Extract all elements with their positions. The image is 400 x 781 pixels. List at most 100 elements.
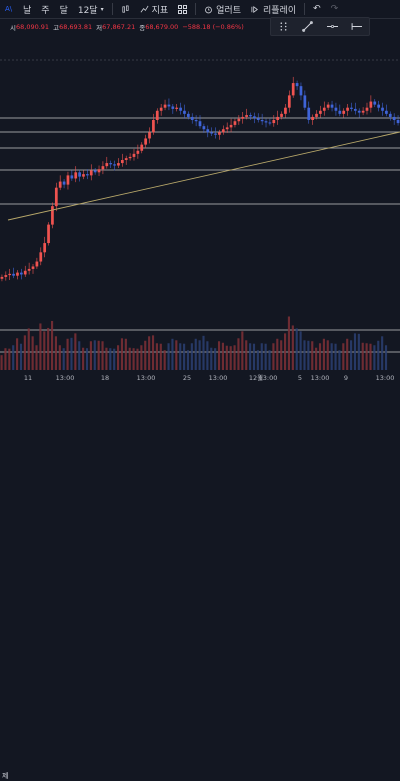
candle-body — [237, 118, 241, 122]
open-value: 68,090.91 — [15, 23, 50, 31]
candle-body — [16, 272, 19, 276]
volume-bar — [12, 345, 15, 370]
volume-bar — [148, 336, 151, 370]
undo-button[interactable]: ↶ — [308, 0, 326, 18]
volume-bar — [357, 333, 360, 370]
volume-bar — [210, 347, 213, 370]
volume-bar — [315, 347, 318, 370]
x-axis-label: 25 — [183, 374, 191, 382]
volume-bar — [299, 331, 302, 370]
volume-bar — [260, 343, 263, 370]
alarm-clock-icon — [205, 6, 213, 13]
candle-body — [171, 106, 175, 109]
candle-body — [350, 107, 353, 109]
volume-bar — [144, 340, 147, 370]
volume-bar — [190, 343, 193, 370]
candle-body — [303, 95, 307, 108]
volume-bar — [291, 325, 294, 370]
volume-bar — [50, 320, 54, 370]
volume-bar — [353, 333, 357, 370]
ray-tool[interactable] — [350, 20, 364, 34]
x-axis-label: 13:00 — [376, 374, 395, 382]
drag-handle[interactable] — [276, 20, 290, 34]
candle-body — [287, 95, 291, 108]
volume-bar — [206, 341, 209, 370]
interval-month-tab[interactable]: 달 — [55, 0, 73, 18]
volume-bar — [128, 347, 131, 370]
replay-icon — [251, 5, 258, 13]
volume-bar — [85, 348, 89, 370]
candle-body — [330, 104, 334, 108]
candle-body — [256, 118, 260, 120]
volume-bar — [19, 343, 23, 370]
candle-body — [27, 268, 31, 271]
candle-body — [93, 170, 97, 173]
candle-body — [357, 110, 361, 113]
trendline-tool[interactable] — [301, 20, 315, 34]
alert-button[interactable]: 얼러트 — [199, 0, 246, 18]
close-key: 종 — [139, 24, 146, 32]
candle-body — [202, 126, 206, 130]
layouts-button[interactable] — [173, 0, 192, 18]
drawing-tools-panel — [270, 17, 370, 36]
candle-body — [74, 172, 78, 179]
chart-type-button[interactable] — [116, 0, 135, 18]
indicators-button[interactable]: 지표 — [135, 0, 174, 18]
candle-body — [144, 138, 147, 145]
high-key: 고 — [53, 24, 60, 32]
candle-body — [23, 270, 27, 275]
volume-bar — [117, 345, 120, 370]
replay-button[interactable]: 리플레이 — [246, 0, 301, 18]
volume-bar — [346, 338, 349, 370]
volume-bar — [338, 350, 341, 370]
candle-body — [381, 107, 384, 111]
interval-week-label: 주 — [41, 5, 50, 16]
volume-bar — [237, 338, 240, 370]
volume-bar — [198, 340, 201, 370]
candle-body — [0, 276, 4, 279]
top-toolbar: A\ 날 주 달 12달 ▾ 지표 얼러트 리플레이 ↶ ↷ — [0, 0, 400, 19]
volume-bar — [221, 342, 224, 370]
candle-body — [117, 163, 120, 166]
candle-body — [113, 164, 116, 166]
candle-body — [140, 144, 144, 151]
candle-body — [338, 110, 342, 114]
x-axis-label: 13:00 — [137, 374, 156, 382]
candle-body — [105, 163, 109, 167]
candle-body — [241, 116, 245, 119]
volume-bar — [183, 343, 186, 370]
volume-bar — [136, 348, 139, 370]
volume-bar — [175, 340, 178, 370]
volume-bar — [35, 345, 38, 370]
candle-body — [31, 266, 35, 269]
horizontal-line-tool[interactable] — [325, 20, 339, 34]
volume-bar — [39, 323, 42, 370]
interval-selected-dropdown[interactable]: 12달 ▾ — [73, 0, 109, 18]
volume-bar — [82, 347, 85, 370]
volume-bar — [70, 337, 73, 370]
interval-week-tab[interactable]: 주 — [36, 0, 54, 18]
interval-day-tab[interactable]: 날 — [18, 0, 36, 18]
candle-body — [369, 101, 373, 108]
volume-bar — [217, 341, 221, 370]
candle-body — [20, 272, 23, 275]
redo-button[interactable]: ↷ — [326, 0, 344, 18]
candle-body — [128, 156, 132, 159]
candle-body — [295, 83, 299, 87]
x-axis-label: 11 — [24, 374, 32, 382]
candle-body — [148, 132, 151, 139]
candle-body — [120, 160, 124, 164]
ohlc-legend: 시 68,090.91 고 68,693.81 저 67,867.21 종 68,679… — [0, 20, 248, 34]
symbol-info-button[interactable]: A\ — [5, 5, 13, 13]
candle-body — [206, 129, 210, 133]
candle-body — [311, 116, 314, 120]
volume-bar — [171, 338, 174, 370]
candle-body — [152, 120, 155, 133]
volume-bar — [140, 345, 143, 370]
candle-body — [365, 107, 369, 111]
interval-month-label: 달 — [59, 5, 68, 16]
candle-body — [179, 107, 182, 111]
candle-body — [342, 110, 346, 114]
volume-bar — [280, 340, 283, 370]
